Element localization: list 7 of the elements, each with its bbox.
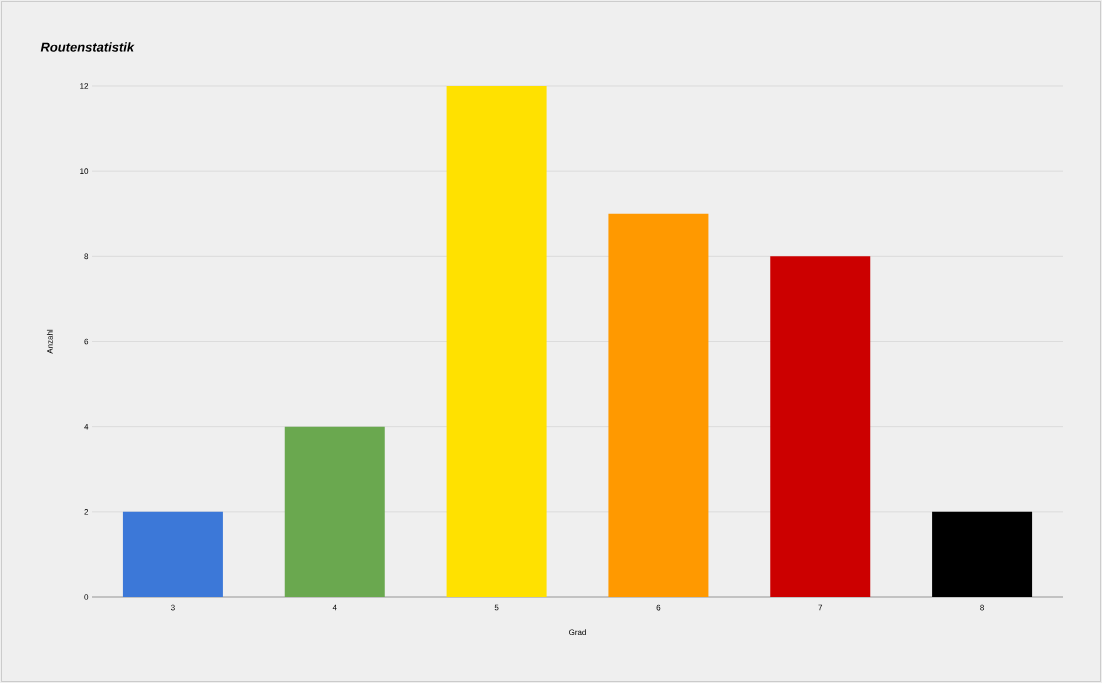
bar bbox=[608, 213, 709, 597]
bar bbox=[932, 511, 1033, 597]
bar bbox=[122, 511, 223, 597]
bar bbox=[284, 426, 385, 597]
bar bbox=[446, 86, 547, 597]
bar bbox=[770, 256, 871, 597]
chart-title: Routenstatistik bbox=[40, 42, 135, 52]
